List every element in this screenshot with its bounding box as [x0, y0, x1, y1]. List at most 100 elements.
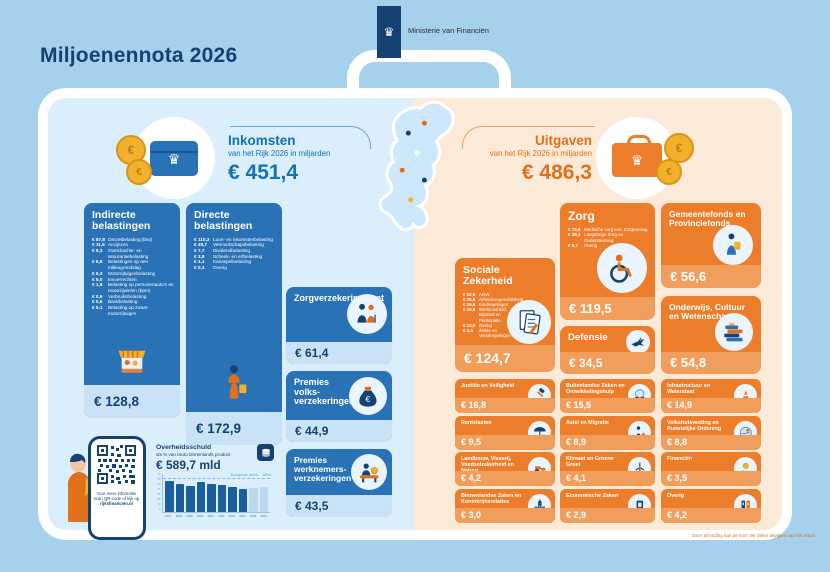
- debt-year-label: 2023: [228, 514, 235, 518]
- item-label: Invoerrechten: [108, 276, 137, 282]
- fighter-jet-icon: [626, 330, 650, 354]
- item-amount: € 49,7: [194, 242, 208, 248]
- euro-coin-icon: €: [116, 135, 146, 165]
- income-sublabel: van het Rijk 2026 in miljarden: [228, 149, 331, 158]
- box-title: Sociale Zekerheid: [463, 264, 513, 288]
- item-amount: € 73,6: [568, 226, 581, 232]
- list-item: € 15,6 Kindregelingen: [455, 302, 511, 307]
- box-defensie: Defensie € 34,5: [560, 326, 655, 374]
- box-sociale-zekerheid: Sociale Zekerheid € 50,5 AOW € 25,5 Arbeid…: [455, 258, 555, 372]
- item-label: Medische zorg incl. Zorgtoeslag: [584, 226, 648, 232]
- item-label: Overig: [213, 265, 227, 271]
- qr-caption-site: rijksfinancien.nl: [100, 501, 133, 507]
- debt-year-label: 2017: [165, 514, 172, 518]
- item-label: Loon- en inkomstenbelasting: [213, 236, 273, 242]
- box-title: Gemeentefonds en Provinciefonds: [669, 209, 746, 229]
- box-klimaat-en-groene-groei: Klimaat en Groene Groei € 4,1: [560, 452, 655, 486]
- value-strip: € 16,8: [455, 398, 555, 413]
- value-strip: € 4,2: [455, 471, 555, 486]
- item-amount: € 110,3: [194, 236, 210, 242]
- value-strip: € 34,5: [560, 352, 655, 374]
- item-amount: € 15,6: [463, 302, 476, 308]
- item-amount: € 1,8: [92, 282, 103, 288]
- item-label: Motorrijtuigenbelasting: [108, 270, 156, 276]
- box-indirecte-belastingen: Indirecte belastingen € 87,8 Omzetbelasti…: [84, 203, 180, 418]
- debt-bar: [228, 487, 237, 512]
- box-justitie-en-veiligheid: Justitie en Veiligheid € 16,8: [455, 379, 555, 413]
- item-label: Overig: [479, 322, 492, 328]
- debt-bar: [196, 482, 205, 512]
- briefcase-icon: ♛: [612, 135, 662, 177]
- list-item: € 50,5 AOW: [455, 292, 511, 297]
- expenses-sublabel: van het Rijk 2026 in miljarden: [489, 149, 592, 158]
- debt-norm-line: Europese norm 60%: [163, 472, 271, 480]
- box-economische-zaken: Economische Zaken € 2,9: [560, 489, 655, 523]
- coin-stack-icon: [257, 444, 274, 461]
- debt-title: Overheidsschuld: [156, 444, 212, 451]
- item-amount: € 9,3: [92, 248, 103, 254]
- euro-coin-icon: €: [656, 159, 682, 185]
- debt-chart-plot: Europese norm 60% 2017 2018 2019 2020 2021 20…: [162, 472, 271, 520]
- value-strip: € 119,5: [560, 297, 655, 320]
- qr-code: [96, 444, 137, 485]
- value-strip: € 4,1: [560, 471, 655, 486]
- debt-bar: [207, 484, 216, 512]
- debt-year-label: 2020: [196, 514, 204, 518]
- box-title: Buitenlandse Zaken en Ontwikkelingshulp: [566, 382, 625, 395]
- value-strip: € 3,5: [661, 471, 761, 486]
- box-title: Asiel en Migratie: [566, 419, 609, 426]
- item-amount: € 50,5: [463, 291, 476, 297]
- item-label: Verbruiksbelasting: [108, 293, 147, 299]
- qr-caption-text: Voor meer informatie scan QR-code of kij…: [93, 491, 140, 502]
- box-value: € 56,6: [670, 269, 707, 284]
- box-landbouw-visserij-voedselzekerheid-natuur: Landbouw, Visserij, Voedselzekerheid en …: [455, 452, 555, 486]
- item-label: Kindregelingen: [479, 302, 509, 308]
- list-item: € 5,3 Motorrijtuigenbelasting: [84, 271, 180, 277]
- item-label: Belasting op zware motorrijtuigen: [108, 305, 148, 316]
- box-rentelasten: Rentelasten € 9,5: [455, 416, 555, 450]
- box-gemeentefonds-provinciefonds: Gemeentefonds en Provinciefonds € 56,6: [661, 203, 761, 288]
- income-header: Inkomsten van het Rijk 2026 in miljarden…: [228, 133, 330, 185]
- debt-chart-yaxis: 70 60 50 40 30 20 10 0: [154, 473, 162, 512]
- debt-value: € 589,7 mld: [156, 458, 221, 472]
- expenses-header-circle: ♛ € €: [596, 117, 694, 199]
- box-premies-werknemersverzekeringen: Premies werknemers-verzekeringen € 43,5: [286, 449, 392, 517]
- box-volkshuisvesting-ruimtelijke-ordening: Volkshuisvesting en Ruimtelijke Ordening…: [661, 416, 761, 450]
- debt-year-label: 2026: [260, 514, 267, 518]
- value-strip: € 44,9: [286, 420, 392, 442]
- box-value: € 4,2: [461, 473, 482, 483]
- euro-coin-icon: €: [664, 133, 694, 163]
- debt-year-label: 2021: [207, 514, 214, 518]
- box-title: Klimaat en Groene Groei: [566, 455, 614, 468]
- euro-coin-icon: €: [126, 159, 152, 185]
- item-amount: € 4,4: [463, 328, 473, 334]
- box-zorgverzekeringswet: Zorgverzekeringswet € 61,4: [286, 287, 392, 364]
- debt-year-label: 2019: [186, 514, 193, 518]
- box-value: € 3,0: [461, 510, 482, 520]
- box-value: € 4,1: [566, 473, 587, 483]
- list-item: € 0,4 Overig: [186, 265, 282, 271]
- box-zorg: Zorg € 73,6 Medische zorg incl. Zorgtoesl…: [560, 203, 655, 320]
- box-value: € 61,4: [295, 346, 329, 360]
- briefcase-crest-icon: ♛: [630, 152, 644, 168]
- list-item: € 49,7 Vennootschapsbelasting: [186, 242, 282, 248]
- box-title: Zorg: [568, 209, 595, 223]
- item-label: Overig: [584, 243, 598, 249]
- indirect-tax-list: € 87,8 Omzetbelasting (btw) € 11,5 Accijnz…: [84, 237, 180, 317]
- list-item: € 6,7 Overig: [560, 243, 655, 248]
- debt-bar: [238, 488, 247, 512]
- expenses-total: € 486,3: [521, 161, 592, 184]
- box-value: € 8,8: [667, 437, 688, 447]
- box-title: Financiën: [667, 455, 693, 462]
- box-asiel-en-migratie: Asiel en Migratie € 8,9: [560, 416, 655, 450]
- list-item: € 10,9 Werkloosheid, Bijstand en Particip…: [455, 307, 511, 323]
- value-strip: € 9,5: [455, 435, 555, 450]
- box-title: Infrastructuur en Waterstaat: [667, 382, 711, 395]
- chest-crest-icon: ♛: [167, 150, 181, 167]
- box-value: € 4,2: [667, 510, 688, 520]
- item-amount: € 87,8: [92, 236, 106, 242]
- item-label: Kansspelbelasting: [213, 259, 252, 265]
- worker-desk-icon: [351, 454, 387, 490]
- income-label: Inkomsten: [228, 133, 296, 148]
